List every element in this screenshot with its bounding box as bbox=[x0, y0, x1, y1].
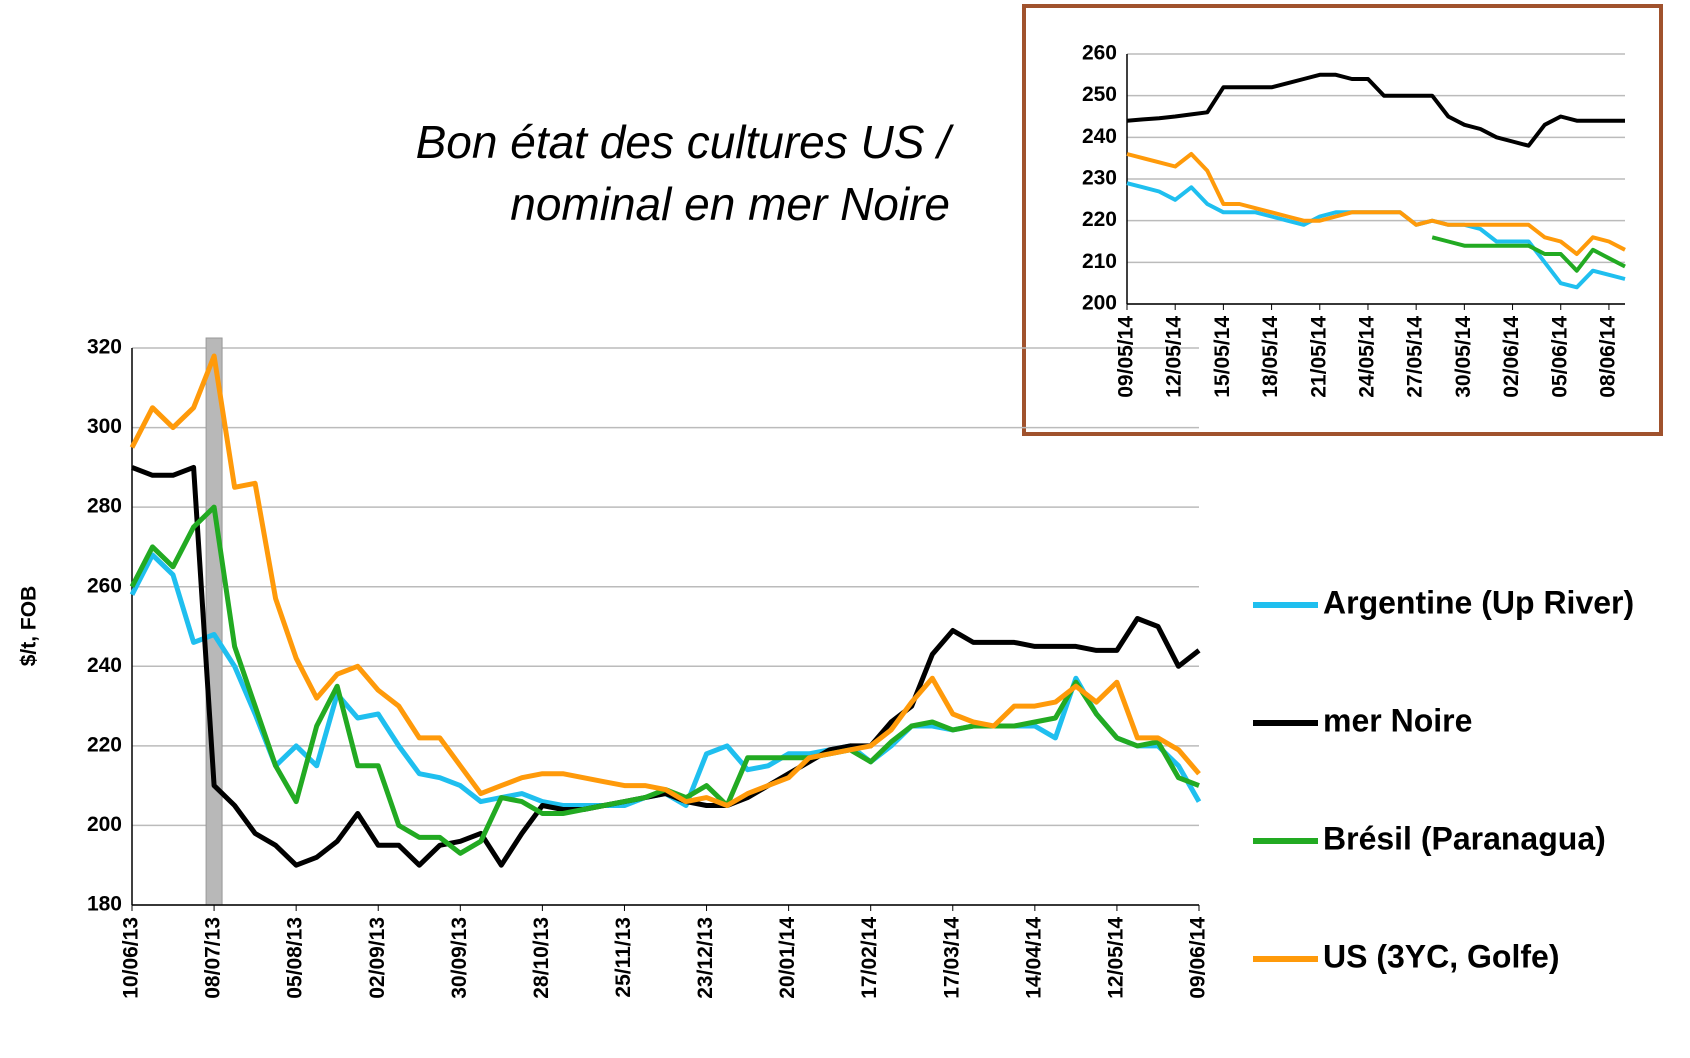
x-tick-label: 09/05/14 bbox=[1115, 316, 1138, 398]
x-tick-label: 23/12/13 bbox=[694, 917, 717, 999]
y-tick-label: 280 bbox=[87, 495, 122, 518]
legend-label: US (3YC, Golfe) bbox=[1323, 938, 1559, 974]
x-tick-label: 08/07/13 bbox=[202, 917, 225, 999]
x-tick-label: 09/06/14 bbox=[1187, 917, 1210, 999]
x-tick-label: 17/03/14 bbox=[940, 917, 963, 999]
x-tick-label: 17/02/14 bbox=[858, 917, 881, 999]
x-tick-label: 30/05/14 bbox=[1452, 316, 1475, 398]
y-tick-label: 260 bbox=[87, 574, 122, 597]
series-line bbox=[129, 552, 1202, 808]
x-tick-label: 12/05/14 bbox=[1104, 917, 1127, 999]
legend-label: Argentine (Up River) bbox=[1323, 584, 1634, 620]
x-tick-label: 24/05/14 bbox=[1356, 316, 1379, 398]
y-axis-label: $/t, FOB bbox=[18, 586, 41, 667]
x-tick-label: 20/01/14 bbox=[776, 917, 799, 999]
x-tick-label: 27/05/14 bbox=[1404, 316, 1427, 398]
y-tick-label: 200 bbox=[87, 813, 122, 836]
series-line bbox=[1431, 235, 1626, 273]
y-tick-label: 250 bbox=[1082, 83, 1117, 106]
series-line bbox=[131, 464, 1201, 868]
highlight-band bbox=[205, 337, 223, 906]
x-tick-label: 15/05/14 bbox=[1211, 316, 1234, 398]
y-tick-label: 240 bbox=[1082, 125, 1117, 148]
x-tick-label: 02/09/13 bbox=[366, 917, 389, 999]
series-line bbox=[129, 353, 1201, 808]
y-tick-label: 200 bbox=[1082, 292, 1117, 315]
x-tick-label: 05/08/13 bbox=[284, 917, 307, 999]
x-tick-label: 28/10/13 bbox=[530, 917, 553, 999]
x-tick-label: 21/05/14 bbox=[1307, 316, 1330, 398]
x-tick-label: 12/05/14 bbox=[1163, 316, 1186, 398]
y-tick-label: 230 bbox=[1082, 167, 1117, 190]
x-tick-label: 25/11/13 bbox=[612, 917, 635, 998]
y-tick-label: 210 bbox=[1082, 250, 1117, 273]
x-tick-label: 10/06/13 bbox=[120, 917, 143, 999]
legend-label: Brésil (Paranagua) bbox=[1323, 820, 1606, 856]
title-line: Bon état des cultures US / bbox=[416, 116, 955, 168]
y-tick-label: 220 bbox=[1082, 208, 1117, 231]
x-tick-label: 18/05/14 bbox=[1259, 316, 1282, 398]
series-line bbox=[1126, 152, 1626, 256]
x-tick-label: 30/09/13 bbox=[448, 917, 471, 999]
x-tick-label: 05/06/14 bbox=[1548, 316, 1571, 398]
legend-label: mer Noire bbox=[1323, 702, 1472, 738]
x-tick-label: 02/06/14 bbox=[1500, 316, 1523, 398]
series-line bbox=[1126, 72, 1625, 148]
x-tick-label: 08/06/14 bbox=[1596, 316, 1619, 398]
y-tick-label: 260 bbox=[1082, 42, 1117, 65]
series-line bbox=[129, 504, 1200, 856]
y-tick-label: 300 bbox=[87, 415, 122, 438]
y-tick-label: 180 bbox=[87, 893, 122, 916]
y-tick-label: 240 bbox=[87, 654, 122, 677]
y-tick-label: 320 bbox=[87, 336, 122, 359]
y-tick-label: 220 bbox=[87, 733, 122, 756]
title-line: nominal en mer Noire bbox=[510, 178, 950, 230]
x-tick-label: 14/04/14 bbox=[1022, 917, 1045, 999]
